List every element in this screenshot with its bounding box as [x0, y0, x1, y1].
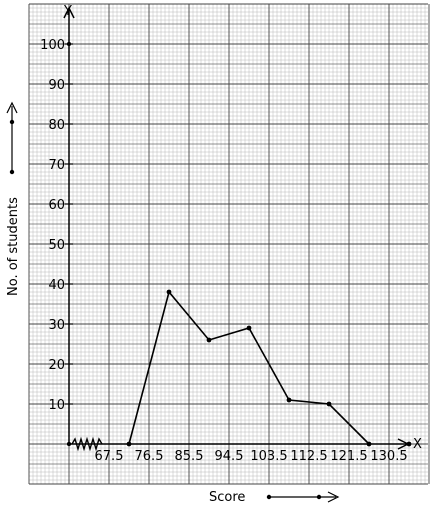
y-ticks: 10 20 30 40 50 60 70 80 90 100	[40, 38, 73, 413]
y-tick-label: 10	[48, 398, 65, 413]
y-tick-label: 20	[48, 358, 65, 373]
data-point	[246, 325, 252, 331]
y-tick-label: 70	[48, 158, 65, 173]
data-point	[286, 397, 292, 403]
y-tick-label: 60	[48, 198, 65, 213]
y-axis-letter: Y	[63, 4, 72, 19]
data-point	[326, 401, 332, 407]
x-axis-label: Score	[209, 490, 245, 505]
x-tick-label: 112.5	[290, 449, 327, 464]
y-tick-label: 40	[48, 278, 65, 293]
data-point	[406, 441, 412, 447]
data-point	[206, 337, 212, 343]
x-label-arrow	[266, 491, 340, 503]
data-point	[126, 441, 132, 447]
x-tick-label: 76.5	[135, 449, 164, 464]
y-axis-label: No. of students	[6, 197, 21, 296]
data-point	[366, 441, 372, 447]
x-tick-label: 85.5	[175, 449, 204, 464]
data-point	[166, 289, 172, 295]
axes	[63, 6, 410, 450]
y-axis-arrow	[63, 6, 75, 19]
major-grid	[28, 3, 430, 485]
x-axis-letter: X	[413, 437, 422, 452]
origin-dot	[66, 441, 72, 447]
y-tick-label: 100	[40, 38, 65, 53]
y-tick-label: 80	[48, 118, 65, 133]
y-tick-label: 50	[48, 238, 65, 253]
y-tick-label: 30	[48, 318, 65, 333]
x-tick-label: 130.5	[370, 449, 407, 464]
x-tick-label: 103.5	[250, 449, 287, 464]
y-tick-label: 90	[48, 78, 65, 93]
x-tick-label: 94.5	[215, 449, 244, 464]
y-label-arrow	[6, 101, 18, 175]
y-max-dot	[66, 41, 72, 47]
x-tick-label: 67.5	[95, 449, 124, 464]
axis-break-zigzag	[71, 436, 103, 452]
series-group	[126, 289, 412, 447]
x-ticks: 67.5 76.5 85.5 94.5 103.5 112.5 121.5 130.5	[95, 449, 408, 464]
x-tick-label: 121.5	[330, 449, 367, 464]
